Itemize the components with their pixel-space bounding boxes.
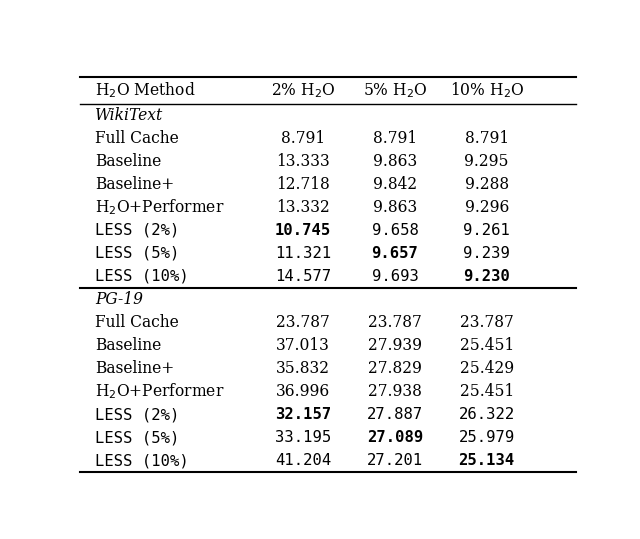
Text: Baseline+: Baseline+ [95,176,174,193]
Text: 9.863: 9.863 [373,153,417,170]
Text: Baseline+: Baseline+ [95,360,174,377]
Text: LESS (5%): LESS (5%) [95,430,179,445]
Text: 27.089: 27.089 [367,430,423,445]
Text: 9.657: 9.657 [372,246,419,261]
Text: WikiText: WikiText [95,107,163,123]
Text: 8.791: 8.791 [465,130,509,147]
Text: 36.996: 36.996 [276,383,330,400]
Text: 9.693: 9.693 [372,269,419,284]
Text: 10.745: 10.745 [275,223,332,238]
Text: 9.261: 9.261 [463,223,510,238]
Text: 10% H$_2$O: 10% H$_2$O [449,80,524,100]
Text: Baseline: Baseline [95,153,161,170]
Text: 13.333: 13.333 [276,153,330,170]
Text: 37.013: 37.013 [276,337,330,354]
Text: LESS (2%): LESS (2%) [95,407,179,422]
Text: 35.832: 35.832 [276,360,330,377]
Text: 25.979: 25.979 [459,430,515,445]
Text: Full Cache: Full Cache [95,314,179,331]
Text: PG-19: PG-19 [95,291,143,308]
Text: 23.787: 23.787 [368,314,422,331]
Text: 33.195: 33.195 [275,430,332,445]
Text: 14.577: 14.577 [275,269,332,284]
Text: LESS (2%): LESS (2%) [95,223,179,238]
Text: 8.791: 8.791 [281,130,325,147]
Text: 2% H$_2$O: 2% H$_2$O [271,81,335,100]
Text: 25.451: 25.451 [460,337,514,354]
Text: 32.157: 32.157 [275,407,332,422]
Text: 9.296: 9.296 [465,199,509,216]
Text: 5% H$_2$O: 5% H$_2$O [363,81,427,100]
Text: LESS (10%): LESS (10%) [95,453,189,468]
Text: 27.829: 27.829 [368,360,422,377]
Text: Baseline: Baseline [95,337,161,354]
Text: 27.939: 27.939 [368,337,422,354]
Text: 27.887: 27.887 [367,407,423,422]
Text: 25.451: 25.451 [460,383,514,400]
Text: 9.239: 9.239 [463,246,510,261]
Text: 25.134: 25.134 [459,453,515,468]
Text: 27.201: 27.201 [367,453,423,468]
Text: 23.787: 23.787 [276,314,330,331]
Text: 12.718: 12.718 [276,176,330,193]
Text: H$_2$O+Performer: H$_2$O+Performer [95,197,225,217]
Text: H$_2$O+Performer: H$_2$O+Performer [95,382,225,402]
Text: 26.322: 26.322 [459,407,515,422]
Text: 8.791: 8.791 [373,130,417,147]
Text: 23.787: 23.787 [460,314,513,331]
Text: 13.332: 13.332 [276,199,330,216]
Text: LESS (10%): LESS (10%) [95,269,189,284]
Text: 41.204: 41.204 [275,453,332,468]
Text: 9.230: 9.230 [463,269,510,284]
Text: 25.429: 25.429 [460,360,514,377]
Text: H$_2$O Method: H$_2$O Method [95,80,196,100]
Text: 11.321: 11.321 [275,246,332,261]
Text: LESS (5%): LESS (5%) [95,246,179,261]
Text: Full Cache: Full Cache [95,130,179,147]
Text: 9.295: 9.295 [465,153,509,170]
Text: 9.842: 9.842 [373,176,417,193]
Text: 9.863: 9.863 [373,199,417,216]
Text: 9.288: 9.288 [465,176,509,193]
Text: 27.938: 27.938 [368,383,422,400]
Text: 9.658: 9.658 [372,223,419,238]
